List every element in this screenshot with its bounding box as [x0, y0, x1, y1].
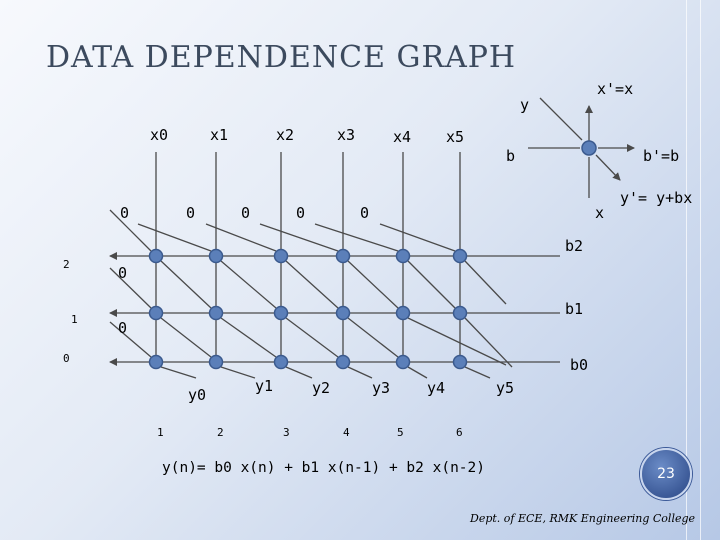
y-partial-edge: [285, 260, 339, 309]
y-initial-edge: [259, 223, 339, 252]
cell-legend: y x'=x b b'=b x y'= y+bx: [506, 80, 692, 222]
y-label: y3: [372, 379, 390, 397]
column-number: 1: [157, 426, 164, 439]
legend-y-out: y'= y+bx: [620, 189, 692, 207]
legend-x-out: x'=x: [597, 80, 633, 98]
column-number: 2: [217, 426, 224, 439]
initial-zero: 0: [120, 204, 129, 222]
pe-node: [452, 248, 468, 264]
y-partial-edge: [160, 260, 212, 309]
y-partial-edge: [285, 317, 339, 358]
y-partial-edge: [464, 317, 513, 368]
pe-node: [335, 305, 351, 321]
pe-node: [335, 248, 351, 264]
column-number: 6: [456, 426, 463, 439]
initial-zero: 0: [360, 204, 369, 222]
x-label: x3: [337, 126, 355, 144]
pe-node: [208, 248, 224, 264]
legend-b: b: [506, 147, 515, 165]
pe-node: [273, 305, 289, 321]
pe-node: [208, 305, 224, 321]
pe-node: [452, 354, 468, 370]
legend-y: y: [520, 96, 529, 114]
row-zero: 0: [118, 264, 127, 282]
frame-line-left: [686, 0, 687, 540]
y-output-edge: [464, 366, 491, 379]
y-partial-edge: [464, 260, 507, 305]
initial-zero: 0: [186, 204, 195, 222]
x-label: x4: [393, 128, 411, 146]
initial-zero: 0: [241, 204, 250, 222]
pe-node: [335, 354, 351, 370]
legend-node: [581, 140, 597, 156]
row-label: 1: [71, 313, 78, 326]
y-label: y5: [496, 379, 514, 397]
pe-node: [208, 354, 224, 370]
pe-node: [148, 248, 164, 264]
coef-label: b2: [565, 237, 583, 255]
y-initial-edge: [205, 223, 277, 252]
graph-edges: [109, 152, 560, 379]
y-initial-edge: [109, 209, 152, 252]
x-label: x0: [150, 126, 168, 144]
y-label: y4: [427, 379, 445, 397]
y-output-edge: [220, 366, 256, 379]
pe-node: [273, 248, 289, 264]
row-label: 0: [63, 352, 70, 365]
column-number: 5: [397, 426, 404, 439]
pe-node: [148, 354, 164, 370]
pe-node: [148, 305, 164, 321]
coef-label: b0: [570, 356, 588, 374]
y-output-edge: [285, 366, 313, 379]
y-label: y0: [188, 386, 206, 404]
y-partial-edge: [347, 260, 399, 309]
x-label: x5: [446, 128, 464, 146]
y-initial-edge: [109, 321, 152, 358]
y-initial-edge: [109, 267, 152, 309]
output-equation: y(n)= b0 x(n) + b1 x(n-1) + b2 x(n-2): [162, 460, 486, 476]
y-output-edge: [347, 366, 373, 379]
footer-credit: Dept. of ECE, RMK Engineering College: [470, 512, 696, 525]
y-output-edge: [407, 366, 428, 379]
graph-nodes: [148, 248, 468, 370]
row-zero: 0: [118, 319, 127, 337]
page-number-badge: 23: [640, 448, 692, 500]
legend-b-out: b'=b: [643, 147, 679, 165]
coef-label: b1: [565, 300, 583, 318]
initial-zero: 0: [296, 204, 305, 222]
y-partial-edge: [220, 260, 277, 309]
legend-edge-y-out: [595, 154, 621, 181]
graph-labels: x0 x1 x2 x3 x4 x5 0 0 0 0 0 0 0 2 1 0 b2…: [63, 126, 588, 439]
pe-node: [395, 248, 411, 264]
pe-node: [273, 354, 289, 370]
frame-line-right: [700, 0, 701, 540]
y-label: y1: [255, 377, 273, 395]
legend-x: x: [595, 204, 604, 222]
column-number: 3: [283, 426, 290, 439]
y-partial-edge: [160, 317, 212, 358]
y-label: y2: [312, 379, 330, 397]
pe-node: [452, 305, 468, 321]
x-label: x1: [210, 126, 228, 144]
legend-edge-y-in: [539, 97, 583, 141]
y-output-edge: [160, 366, 197, 379]
pe-node: [395, 305, 411, 321]
x-label: x2: [276, 126, 294, 144]
row-label: 2: [63, 258, 70, 271]
pe-node: [395, 354, 411, 370]
y-partial-edge: [407, 317, 507, 366]
y-initial-edge: [314, 223, 399, 252]
y-partial-edge: [220, 317, 277, 358]
column-number: 4: [343, 426, 350, 439]
y-partial-edge: [347, 317, 399, 358]
y-initial-edge: [379, 223, 456, 252]
slide-title: DATA DEPENDENCE GRAPH: [46, 40, 517, 75]
y-partial-edge: [407, 260, 456, 309]
y-initial-edge: [137, 223, 212, 252]
